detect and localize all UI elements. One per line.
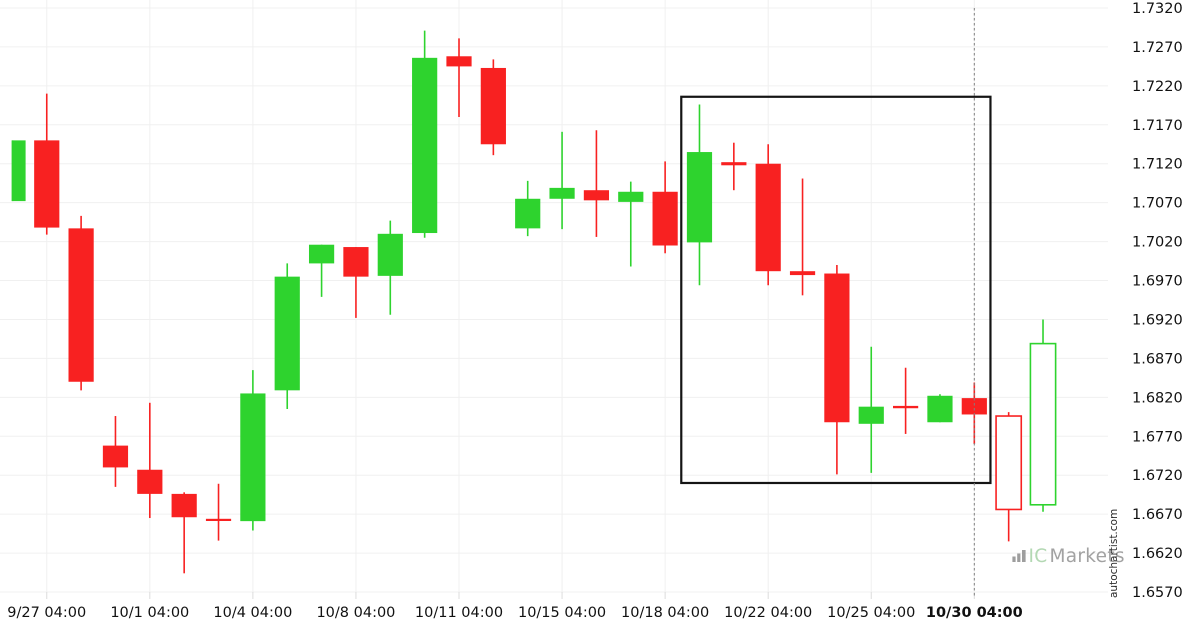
x-axis-label: 10/22 04:00 bbox=[724, 605, 812, 621]
candle-body-down bbox=[721, 162, 747, 166]
candle-body-down bbox=[480, 67, 506, 145]
candle-body-down bbox=[824, 273, 850, 423]
candle-body-up bbox=[858, 406, 884, 424]
candle-body-up bbox=[927, 395, 953, 423]
x-axis-label: 10/8 04:00 bbox=[316, 605, 395, 621]
candle-body-down bbox=[961, 398, 987, 415]
candle-body-up bbox=[274, 276, 300, 391]
x-axis-label: 10/30 04:00 bbox=[926, 605, 1023, 621]
candle-body-down bbox=[34, 140, 60, 228]
y-axis-label: 1.7120 bbox=[1132, 157, 1183, 173]
candle-body-down bbox=[171, 493, 197, 518]
bars-icon bbox=[1022, 550, 1026, 562]
candle-body-up bbox=[377, 233, 403, 276]
candle-body-up bbox=[1029, 342, 1057, 506]
candle-body-up bbox=[618, 191, 644, 202]
y-axis-label: 1.7270 bbox=[1132, 40, 1183, 56]
candle-body-up bbox=[308, 244, 335, 264]
candle-body-down bbox=[995, 415, 1023, 511]
pattern-highlight-box bbox=[680, 95, 992, 485]
candle-body-down bbox=[343, 247, 369, 277]
y-axis-label: 1.7320 bbox=[1132, 1, 1183, 17]
candle-body-down bbox=[583, 190, 610, 201]
x-axis-label: 10/1 04:00 bbox=[110, 605, 189, 621]
watermark-brand: IC Markets bbox=[1029, 546, 1125, 567]
candle-body-down bbox=[102, 445, 129, 468]
candle-body-down bbox=[755, 163, 781, 272]
y-axis-label: 1.6870 bbox=[1132, 351, 1183, 367]
candle-body-up bbox=[12, 140, 26, 202]
candle-body-up bbox=[240, 393, 266, 522]
candle-body-up bbox=[549, 187, 575, 199]
candle-body-down bbox=[137, 469, 163, 494]
candle-body-up bbox=[686, 152, 713, 243]
x-axis-label: 10/25 04:00 bbox=[827, 605, 915, 621]
candle-body-down bbox=[893, 405, 919, 409]
bars-icon bbox=[1012, 556, 1016, 562]
y-axis-label: 1.6670 bbox=[1132, 507, 1183, 523]
y-axis-label: 1.6570 bbox=[1132, 585, 1183, 601]
y-axis-label: 1.6770 bbox=[1132, 429, 1183, 445]
candle-body-down bbox=[446, 56, 472, 67]
candle-body-up bbox=[515, 198, 541, 229]
y-axis-label: 1.7170 bbox=[1132, 118, 1183, 134]
candle-body-down bbox=[68, 228, 94, 382]
x-axis-label: 9/27 04:00 bbox=[7, 605, 86, 621]
candle-body-down bbox=[652, 191, 678, 246]
x-axis-label: 10/4 04:00 bbox=[213, 605, 292, 621]
y-axis-label: 1.6970 bbox=[1132, 274, 1183, 290]
y-axis-label: 1.6620 bbox=[1132, 546, 1183, 562]
candle-body-down bbox=[789, 271, 816, 276]
credit-vertical-text: autochartist.com bbox=[1108, 509, 1120, 598]
y-axis-label: 1.7220 bbox=[1132, 79, 1183, 95]
y-axis-label: 1.6920 bbox=[1132, 312, 1183, 328]
bars-icon bbox=[1017, 553, 1021, 562]
candle-body-up bbox=[412, 57, 438, 234]
y-axis-label: 1.6720 bbox=[1132, 468, 1183, 484]
y-axis-label: 1.7070 bbox=[1132, 196, 1183, 212]
candle-body-down bbox=[205, 518, 232, 522]
x-axis-label: 10/11 04:00 bbox=[415, 605, 503, 621]
y-axis-label: 1.7020 bbox=[1132, 235, 1183, 251]
y-axis-label: 1.6820 bbox=[1132, 390, 1183, 406]
x-axis-label: 10/15 04:00 bbox=[518, 605, 606, 621]
x-axis-label: 10/18 04:00 bbox=[621, 605, 709, 621]
